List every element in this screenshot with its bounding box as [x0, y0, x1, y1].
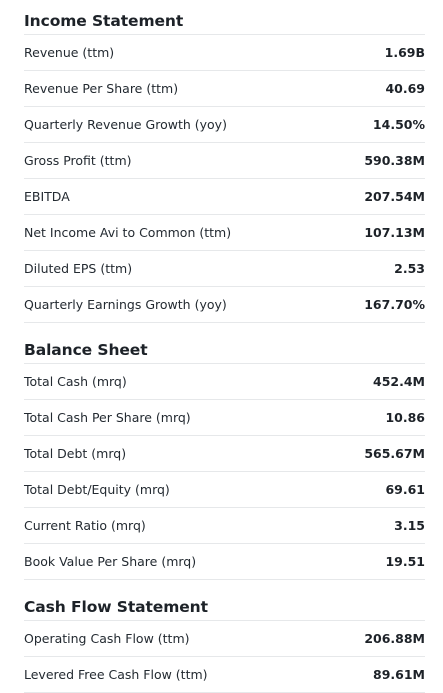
- stat-row: Book Value Per Share (mrq) 19.51: [24, 544, 425, 580]
- stat-value: 89.61M: [373, 667, 425, 682]
- stat-value: 10.86: [385, 410, 425, 425]
- stat-value: 167.70%: [364, 297, 425, 312]
- stat-label: Total Debt/Equity (mrq): [24, 482, 170, 497]
- stat-row: Current Ratio (mrq) 3.15: [24, 508, 425, 544]
- stat-label: Total Debt (mrq): [24, 446, 127, 461]
- stat-value: 69.61: [385, 482, 425, 497]
- stat-row: Quarterly Revenue Growth (yoy) 14.50%: [24, 107, 425, 143]
- stat-value: 14.50%: [372, 117, 425, 132]
- stat-label: EBITDA: [24, 189, 70, 204]
- section-title: Income Statement: [24, 8, 425, 35]
- stat-label: Total Cash Per Share (mrq): [24, 410, 191, 425]
- stat-label: Book Value Per Share (mrq): [24, 554, 197, 569]
- stat-row: Quarterly Earnings Growth (yoy) 167.70%: [24, 287, 425, 323]
- stat-row: Total Debt/Equity (mrq) 69.61: [24, 472, 425, 508]
- stat-row: Total Cash (mrq) 452.4M: [24, 364, 425, 400]
- stat-row: Revenue (ttm) 1.69B: [24, 35, 425, 71]
- stat-label: Quarterly Revenue Growth (yoy): [24, 117, 227, 132]
- stat-value: 1.69B: [384, 45, 425, 60]
- stat-value: 2.53: [394, 261, 425, 276]
- cash-flow-statement-section: Cash Flow Statement Operating Cash Flow …: [24, 594, 425, 693]
- stat-row: Levered Free Cash Flow (ttm) 89.61M: [24, 657, 425, 693]
- stat-row: Total Debt (mrq) 565.67M: [24, 436, 425, 472]
- stat-label: Quarterly Earnings Growth (yoy): [24, 297, 227, 312]
- stat-value: 590.38M: [364, 153, 425, 168]
- stat-row: Gross Profit (ttm) 590.38M: [24, 143, 425, 179]
- stat-label: Net Income Avi to Common (ttm): [24, 225, 232, 240]
- stat-row: Total Cash Per Share (mrq) 10.86: [24, 400, 425, 436]
- balance-sheet-section: Balance Sheet Total Cash (mrq) 452.4M To…: [24, 337, 425, 580]
- stat-row: Net Income Avi to Common (ttm) 107.13M: [24, 215, 425, 251]
- stat-value: 19.51: [385, 554, 425, 569]
- stat-row: Diluted EPS (ttm) 2.53: [24, 251, 425, 287]
- stat-row: Revenue Per Share (ttm) 40.69: [24, 71, 425, 107]
- stat-value: 565.67M: [364, 446, 425, 461]
- stat-label: Gross Profit (ttm): [24, 153, 132, 168]
- stat-value: 3.15: [394, 518, 425, 533]
- stat-label: Current Ratio (mrq): [24, 518, 146, 533]
- section-title: Cash Flow Statement: [24, 594, 425, 621]
- stat-label: Revenue (ttm): [24, 45, 115, 60]
- stat-value: 207.54M: [364, 189, 425, 204]
- stat-value: 452.4M: [373, 374, 425, 389]
- stat-row: Operating Cash Flow (ttm) 206.88M: [24, 621, 425, 657]
- stat-value: 206.88M: [364, 631, 425, 646]
- stat-row: EBITDA 207.54M: [24, 179, 425, 215]
- stat-value: 40.69: [385, 81, 425, 96]
- income-statement-section: Income Statement Revenue (ttm) 1.69B Rev…: [24, 8, 425, 323]
- stat-label: Total Cash (mrq): [24, 374, 127, 389]
- stat-label: Diluted EPS (ttm): [24, 261, 133, 276]
- stat-label: Levered Free Cash Flow (ttm): [24, 667, 208, 682]
- stat-label: Operating Cash Flow (ttm): [24, 631, 190, 646]
- section-title: Balance Sheet: [24, 337, 425, 364]
- stat-value: 107.13M: [364, 225, 425, 240]
- stat-label: Revenue Per Share (ttm): [24, 81, 179, 96]
